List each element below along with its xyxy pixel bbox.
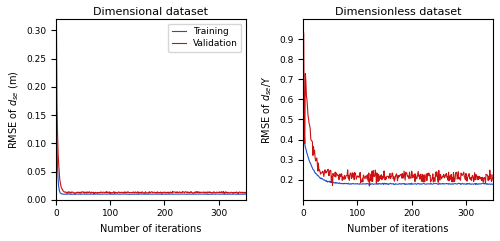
Validation [155, 191, 161, 194]
Validation [72, 192, 78, 195]
X-axis label: Number of iterations: Number of iterations [348, 224, 449, 234]
Title: Dimensionless dataset: Dimensionless dataset [335, 7, 462, 17]
Validation [488, 173, 494, 176]
Training [54, 106, 60, 109]
Training [368, 183, 374, 186]
Validation [235, 192, 241, 195]
Legend: Training, Validation: Training, Validation [168, 24, 242, 52]
Training [402, 183, 408, 186]
Validation [240, 191, 246, 194]
Training [413, 182, 419, 185]
Validation [366, 185, 372, 187]
Title: Dimensional dataset: Dimensional dataset [94, 7, 208, 17]
Training [141, 193, 147, 195]
Training [204, 193, 210, 196]
Validation [166, 192, 172, 195]
Training [482, 182, 488, 185]
Training [165, 193, 171, 195]
Training [104, 193, 110, 196]
Line: Training: Training [304, 139, 493, 185]
Training [300, 137, 306, 140]
Validation [402, 179, 408, 182]
Validation [243, 191, 249, 194]
Y-axis label: RMSE of $d_{se}$ (m): RMSE of $d_{se}$ (m) [7, 70, 20, 149]
Validation [482, 181, 488, 184]
Training [235, 193, 241, 196]
Validation [413, 176, 419, 179]
Y-axis label: RMSE of $d_{se}$/Y: RMSE of $d_{se}$/Y [260, 75, 274, 144]
Validation [388, 175, 394, 178]
Line: Validation: Validation [304, 33, 493, 186]
Training [243, 193, 249, 196]
Validation [104, 191, 110, 194]
Validation [142, 192, 148, 194]
Training [154, 193, 160, 196]
Training [488, 183, 494, 186]
Training [351, 182, 357, 185]
Validation [54, 28, 60, 31]
Line: Training: Training [56, 107, 246, 194]
Training [240, 193, 246, 196]
Training [388, 183, 394, 186]
Training [490, 183, 496, 186]
Validation [300, 32, 306, 35]
Line: Validation: Validation [56, 29, 246, 194]
X-axis label: Number of iterations: Number of iterations [100, 224, 202, 234]
Validation [490, 173, 496, 176]
Validation [351, 178, 357, 181]
